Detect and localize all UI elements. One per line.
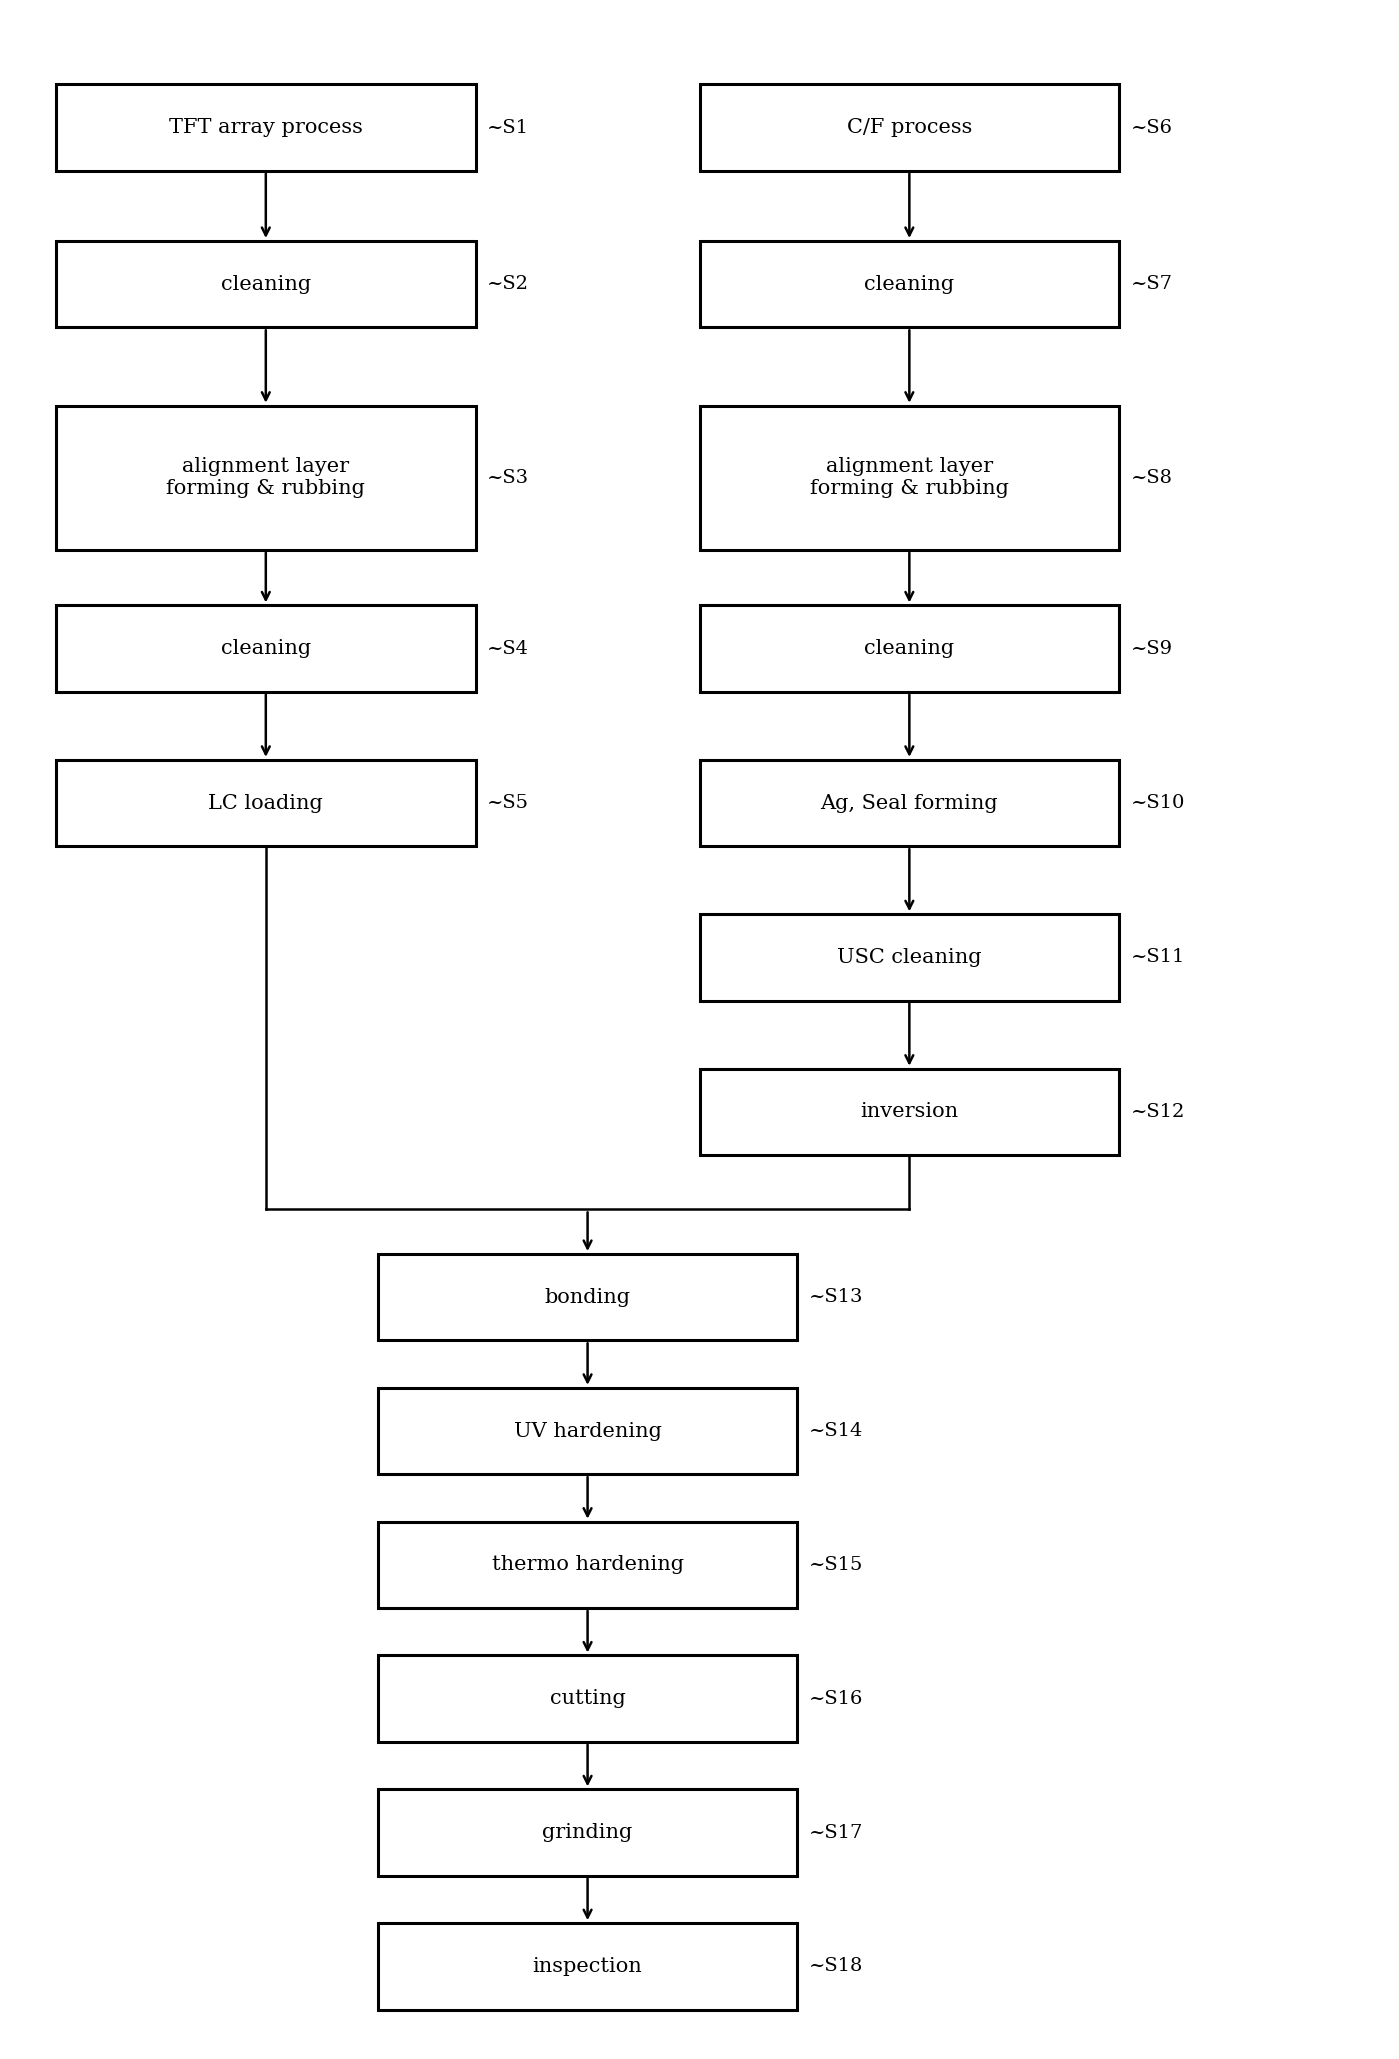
Text: TFT array process: TFT array process <box>169 117 362 138</box>
Text: cutting: cutting <box>550 1688 625 1709</box>
Text: ~S14: ~S14 <box>809 1423 863 1439</box>
Text: ~S13: ~S13 <box>809 1289 863 1305</box>
Text: ~S16: ~S16 <box>809 1690 863 1707</box>
Text: LC loading: LC loading <box>208 793 323 813</box>
FancyBboxPatch shape <box>700 760 1119 846</box>
FancyBboxPatch shape <box>378 1522 797 1608</box>
Text: ~S1: ~S1 <box>487 119 529 136</box>
FancyBboxPatch shape <box>700 1069 1119 1155</box>
Text: ~S2: ~S2 <box>487 276 529 292</box>
Text: ~S3: ~S3 <box>487 469 529 486</box>
FancyBboxPatch shape <box>56 760 476 846</box>
Text: alignment layer
forming & rubbing: alignment layer forming & rubbing <box>810 457 1009 498</box>
Text: ~S7: ~S7 <box>1130 276 1172 292</box>
Text: cleaning: cleaning <box>865 638 954 659</box>
Text: ~S11: ~S11 <box>1130 949 1185 966</box>
Text: ~S6: ~S6 <box>1130 119 1172 136</box>
Text: C/F process: C/F process <box>846 117 972 138</box>
Text: USC cleaning: USC cleaning <box>837 947 982 968</box>
Text: bonding: bonding <box>544 1287 631 1307</box>
Text: Ag, Seal forming: Ag, Seal forming <box>821 793 997 813</box>
FancyBboxPatch shape <box>56 406 476 550</box>
Text: cleaning: cleaning <box>221 638 311 659</box>
FancyBboxPatch shape <box>700 605 1119 692</box>
Text: thermo hardening: thermo hardening <box>491 1555 684 1575</box>
FancyBboxPatch shape <box>700 241 1119 327</box>
Text: cleaning: cleaning <box>221 274 311 294</box>
Text: ~S10: ~S10 <box>1130 795 1185 811</box>
FancyBboxPatch shape <box>378 1254 797 1340</box>
Text: ~S5: ~S5 <box>487 795 529 811</box>
Text: ~S9: ~S9 <box>1130 640 1172 657</box>
FancyBboxPatch shape <box>378 1923 797 2010</box>
Text: ~S18: ~S18 <box>809 1958 863 1975</box>
Text: ~S15: ~S15 <box>809 1557 863 1573</box>
Text: ~S8: ~S8 <box>1130 469 1172 486</box>
FancyBboxPatch shape <box>56 605 476 692</box>
FancyBboxPatch shape <box>700 406 1119 550</box>
FancyBboxPatch shape <box>56 84 476 171</box>
Text: grinding: grinding <box>543 1822 632 1843</box>
FancyBboxPatch shape <box>378 1655 797 1742</box>
FancyBboxPatch shape <box>378 1789 797 1876</box>
Text: ~S12: ~S12 <box>1130 1104 1185 1120</box>
Text: UV hardening: UV hardening <box>513 1421 662 1441</box>
Text: alignment layer
forming & rubbing: alignment layer forming & rubbing <box>166 457 365 498</box>
Text: ~S17: ~S17 <box>809 1824 863 1841</box>
FancyBboxPatch shape <box>378 1388 797 1474</box>
Text: cleaning: cleaning <box>865 274 954 294</box>
Text: inversion: inversion <box>860 1102 958 1122</box>
Text: inspection: inspection <box>533 1956 642 1977</box>
Text: ~S4: ~S4 <box>487 640 529 657</box>
FancyBboxPatch shape <box>700 84 1119 171</box>
FancyBboxPatch shape <box>56 241 476 327</box>
FancyBboxPatch shape <box>700 914 1119 1001</box>
